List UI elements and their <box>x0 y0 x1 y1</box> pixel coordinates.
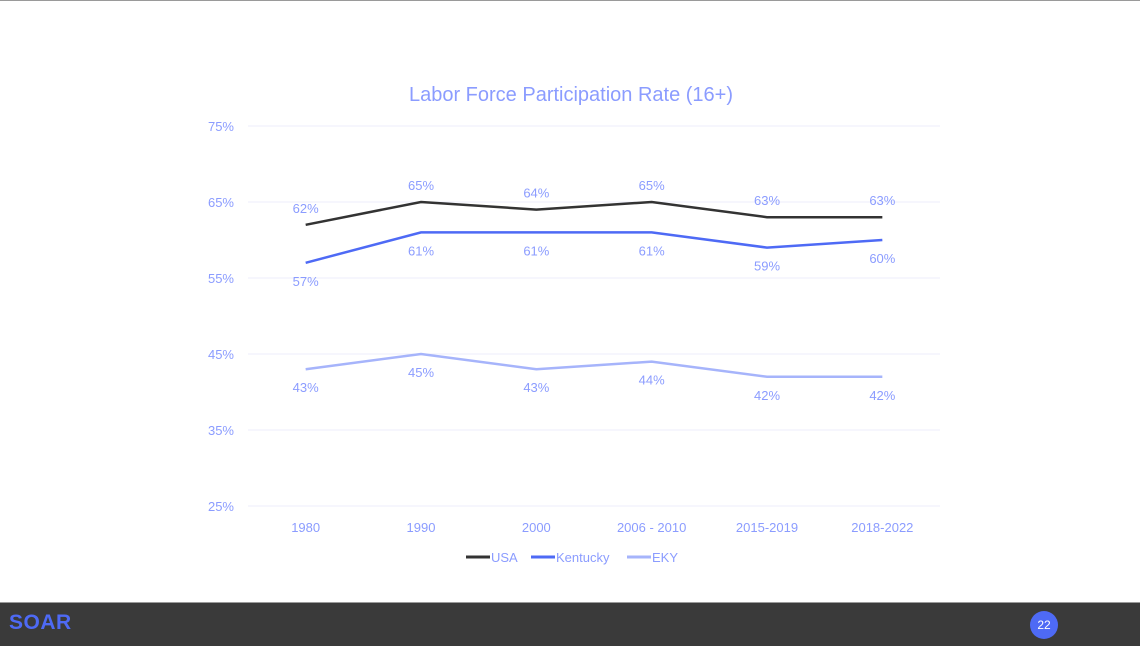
data-label: 59% <box>754 259 780 274</box>
legend-label: Kentucky <box>556 550 610 565</box>
x-tick-label: 2000 <box>522 520 551 535</box>
data-label: 43% <box>293 380 319 395</box>
x-tick-label: 2006 - 2010 <box>617 520 686 535</box>
x-tick-label: 2015-2019 <box>736 520 798 535</box>
data-label: 61% <box>639 243 665 258</box>
x-tick-label: 1980 <box>291 520 320 535</box>
top-divider <box>0 0 1140 1</box>
data-label: 61% <box>408 243 434 258</box>
data-label: 42% <box>754 388 780 403</box>
soar-logo: SOAR <box>9 611 72 634</box>
y-tick-label: 25% <box>208 499 234 514</box>
data-label: 43% <box>523 380 549 395</box>
line-chart: Labor Force Participation Rate (16+) 25%… <box>208 84 940 565</box>
data-label: 65% <box>639 178 665 193</box>
chart-title: Labor Force Participation Rate (16+) <box>409 84 733 106</box>
data-label: 62% <box>293 201 319 216</box>
x-tick-label: 1990 <box>407 520 436 535</box>
legend-label: EKY <box>652 550 678 565</box>
data-label: 57% <box>293 274 319 289</box>
y-tick-label: 35% <box>208 423 234 438</box>
y-tick-label: 45% <box>208 347 234 362</box>
data-label: 63% <box>869 193 895 208</box>
page-number-badge: 22 <box>1030 611 1058 639</box>
series-line-kentucky <box>305 231 883 265</box>
series-line-eky <box>305 352 883 379</box>
series-line-usa <box>305 200 883 227</box>
legend-label: USA <box>491 550 518 565</box>
data-label: 60% <box>869 251 895 266</box>
y-tick-label: 55% <box>208 271 234 286</box>
data-label: 45% <box>408 365 434 380</box>
x-tick-label: 2018-2022 <box>851 520 913 535</box>
data-label: 63% <box>754 193 780 208</box>
y-tick-label: 75% <box>208 119 234 134</box>
footer-bar: SOAR 22 <box>0 602 1140 646</box>
data-label: 42% <box>869 388 895 403</box>
data-label: 44% <box>639 373 665 388</box>
data-label: 65% <box>408 178 434 193</box>
data-label: 64% <box>523 186 549 201</box>
y-tick-label: 65% <box>208 195 234 210</box>
data-label: 61% <box>523 243 549 258</box>
